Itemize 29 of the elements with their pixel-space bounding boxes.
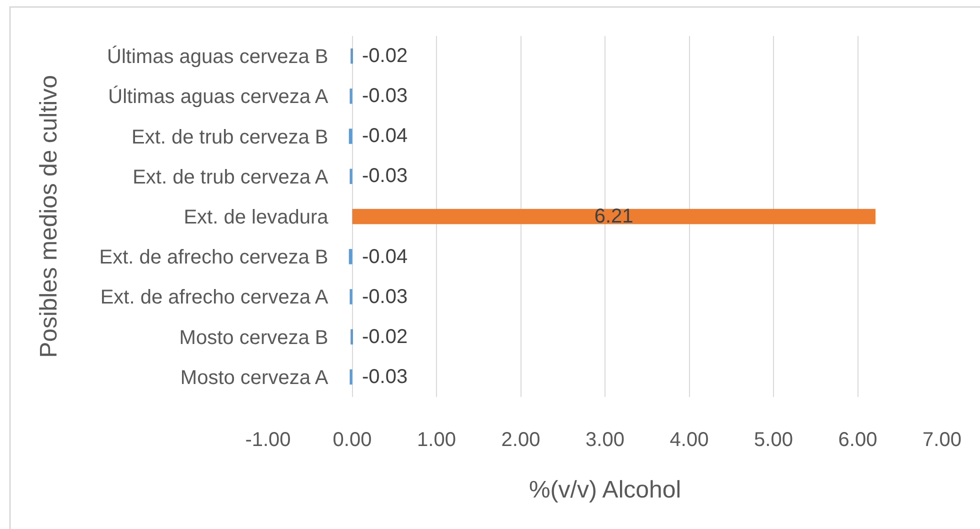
y-tick-label: Últimas aguas cerveza A xyxy=(108,85,329,108)
y-tick-label: Ext. de trub cerveza A xyxy=(132,166,329,188)
y-tick-label: Ext. de afrecho cerveza A xyxy=(100,286,329,309)
data-label: -0.03 xyxy=(362,286,408,308)
data-label: 6.21 xyxy=(594,206,634,228)
x-tick-label: 3.00 xyxy=(586,429,624,451)
y-tick-label: Ext. de afrecho cerveza B xyxy=(99,246,328,269)
y-tick-label: Ext. de levadura xyxy=(184,206,330,228)
y-tick-label: Mosto cerveza B xyxy=(179,326,328,349)
data-label: -0.03 xyxy=(362,85,408,107)
x-tick-label: -1.00 xyxy=(245,429,291,451)
data-label: -0.02 xyxy=(362,326,408,348)
x-tick-label: 7.00 xyxy=(922,429,962,451)
x-tick-label: 5.00 xyxy=(754,429,793,451)
x-tick-label: 4.00 xyxy=(670,429,709,451)
data-label: -0.03 xyxy=(362,366,408,388)
x-tick-label: 6.00 xyxy=(838,429,878,451)
y-tick-label: Ext. de trub cerveza B xyxy=(131,126,328,148)
y-axis-title: Posibles medios de cultivo xyxy=(35,75,62,358)
x-tick-label: 1.00 xyxy=(417,429,456,451)
x-tick-label: 0.00 xyxy=(332,429,372,451)
data-label: -0.04 xyxy=(362,125,408,147)
y-tick-label: Mosto cerveza A xyxy=(180,366,329,389)
y-tick-label: Últimas aguas cerveza B xyxy=(107,45,328,68)
data-label: -0.04 xyxy=(362,246,408,268)
x-tick-label: 2.00 xyxy=(501,429,540,451)
data-label: -0.02 xyxy=(362,45,408,67)
x-axis-title: %(v/v) Alcohol xyxy=(528,476,682,504)
data-label: -0.03 xyxy=(362,165,408,187)
